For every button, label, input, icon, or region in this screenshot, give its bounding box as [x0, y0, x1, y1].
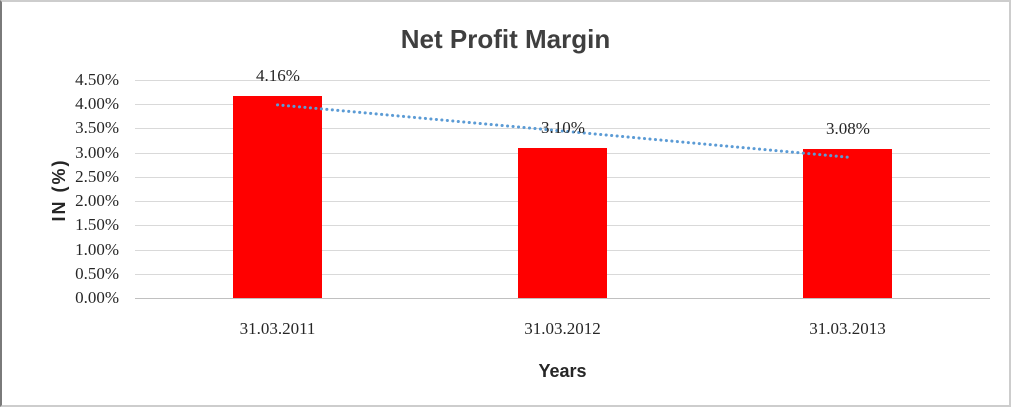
y-axis-tick-label: 0.00% — [75, 288, 119, 307]
data-label: 4.16% — [256, 66, 300, 85]
gridline — [135, 80, 990, 81]
x-axis-category-label: 31.03.2012 — [524, 319, 601, 338]
x-axis-title: Years — [538, 361, 587, 381]
y-axis-tick-label: 0.50% — [75, 264, 119, 283]
data-label: 3.10% — [541, 118, 585, 137]
x-axis-line — [135, 298, 990, 299]
bar — [803, 149, 892, 298]
chart-title: Net Profit Margin — [400, 24, 611, 54]
y-axis-tick-label: 1.00% — [75, 240, 119, 259]
x-axis-category-label: 31.03.2011 — [239, 319, 316, 338]
bar — [233, 96, 322, 298]
y-axis-tick-label: 2.50% — [75, 167, 119, 186]
y-axis-tick-label: 4.50% — [75, 70, 119, 89]
y-axis-tick-label: 2.00% — [75, 191, 119, 210]
x-axis-category-label: 31.03.2013 — [809, 319, 886, 338]
y-axis-tick-label: 1.50% — [75, 215, 119, 234]
data-label: 3.08% — [826, 119, 870, 138]
bar — [518, 148, 607, 298]
y-axis-tick-label: 3.50% — [75, 118, 119, 137]
y-axis-tick-label: 4.00% — [75, 94, 119, 113]
y-axis-tick-label: 3.00% — [75, 143, 119, 162]
